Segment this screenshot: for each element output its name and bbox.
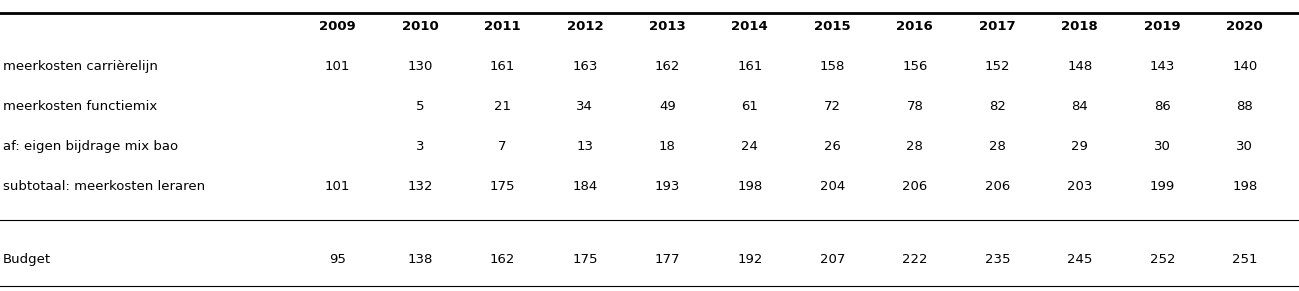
Text: 206: 206	[903, 180, 927, 193]
Text: 3: 3	[416, 140, 425, 153]
Text: 2020: 2020	[1226, 20, 1263, 33]
Text: 24: 24	[742, 140, 759, 153]
Text: 207: 207	[820, 253, 846, 266]
Text: 175: 175	[490, 180, 516, 193]
Text: af: eigen bijdrage mix bao: af: eigen bijdrage mix bao	[3, 140, 178, 153]
Text: 140: 140	[1233, 60, 1257, 73]
Text: 163: 163	[572, 60, 598, 73]
Text: 251: 251	[1231, 253, 1257, 266]
Text: 162: 162	[655, 60, 681, 73]
Text: 84: 84	[1072, 100, 1089, 113]
Text: 18: 18	[659, 140, 675, 153]
Text: 2009: 2009	[320, 20, 356, 33]
Text: meerkosten functiemix: meerkosten functiemix	[3, 100, 157, 113]
Text: 72: 72	[824, 100, 840, 113]
Text: 2011: 2011	[485, 20, 521, 33]
Text: 143: 143	[1150, 60, 1176, 73]
Text: 192: 192	[737, 253, 763, 266]
Text: 130: 130	[407, 60, 433, 73]
Text: 175: 175	[572, 253, 598, 266]
Text: 156: 156	[902, 60, 927, 73]
Text: 2013: 2013	[650, 20, 686, 33]
Text: 206: 206	[985, 180, 1009, 193]
Text: meerkosten carrièrelijn: meerkosten carrièrelijn	[3, 60, 157, 73]
Text: 2015: 2015	[814, 20, 851, 33]
Text: 2018: 2018	[1061, 20, 1098, 33]
Text: 148: 148	[1068, 60, 1092, 73]
Text: 86: 86	[1154, 100, 1170, 113]
Text: 28: 28	[907, 140, 924, 153]
Text: 158: 158	[820, 60, 846, 73]
Text: 95: 95	[329, 253, 346, 266]
Text: 252: 252	[1150, 253, 1176, 266]
Text: 21: 21	[494, 100, 511, 113]
Text: 13: 13	[577, 140, 594, 153]
Text: 34: 34	[577, 100, 594, 113]
Text: 184: 184	[573, 180, 598, 193]
Text: 193: 193	[655, 180, 681, 193]
Text: 138: 138	[407, 253, 433, 266]
Text: 49: 49	[659, 100, 675, 113]
Text: 2014: 2014	[731, 20, 768, 33]
Text: 2012: 2012	[566, 20, 603, 33]
Text: 177: 177	[655, 253, 681, 266]
Text: 29: 29	[1072, 140, 1089, 153]
Text: 88: 88	[1237, 100, 1254, 113]
Text: 199: 199	[1150, 180, 1174, 193]
Text: 61: 61	[742, 100, 759, 113]
Text: 82: 82	[989, 100, 1005, 113]
Text: 162: 162	[490, 253, 516, 266]
Text: 152: 152	[985, 60, 1011, 73]
Text: 161: 161	[490, 60, 516, 73]
Text: 222: 222	[902, 253, 927, 266]
Text: 30: 30	[1237, 140, 1254, 153]
Text: 2017: 2017	[979, 20, 1016, 33]
Text: 235: 235	[985, 253, 1011, 266]
Text: 2016: 2016	[896, 20, 933, 33]
Text: 161: 161	[737, 60, 763, 73]
Text: 198: 198	[738, 180, 763, 193]
Text: 198: 198	[1233, 180, 1257, 193]
Text: 132: 132	[407, 180, 433, 193]
Text: subtotaal: meerkosten leraren: subtotaal: meerkosten leraren	[3, 180, 205, 193]
Text: 5: 5	[416, 100, 425, 113]
Text: 2019: 2019	[1144, 20, 1181, 33]
Text: 78: 78	[907, 100, 924, 113]
Text: 28: 28	[989, 140, 1005, 153]
Text: 26: 26	[824, 140, 840, 153]
Text: Budget: Budget	[3, 253, 51, 266]
Text: 101: 101	[325, 60, 351, 73]
Text: 245: 245	[1066, 253, 1092, 266]
Text: 30: 30	[1154, 140, 1170, 153]
Text: 101: 101	[325, 180, 351, 193]
Text: 203: 203	[1066, 180, 1092, 193]
Text: 7: 7	[498, 140, 507, 153]
Text: 2010: 2010	[401, 20, 438, 33]
Text: 204: 204	[820, 180, 844, 193]
